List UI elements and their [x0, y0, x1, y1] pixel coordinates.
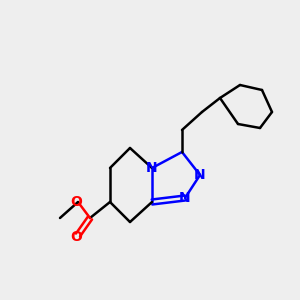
- Text: O: O: [70, 195, 82, 209]
- Text: N: N: [194, 168, 206, 182]
- Text: N: N: [146, 161, 158, 175]
- Text: O: O: [70, 230, 82, 244]
- Text: N: N: [179, 191, 191, 205]
